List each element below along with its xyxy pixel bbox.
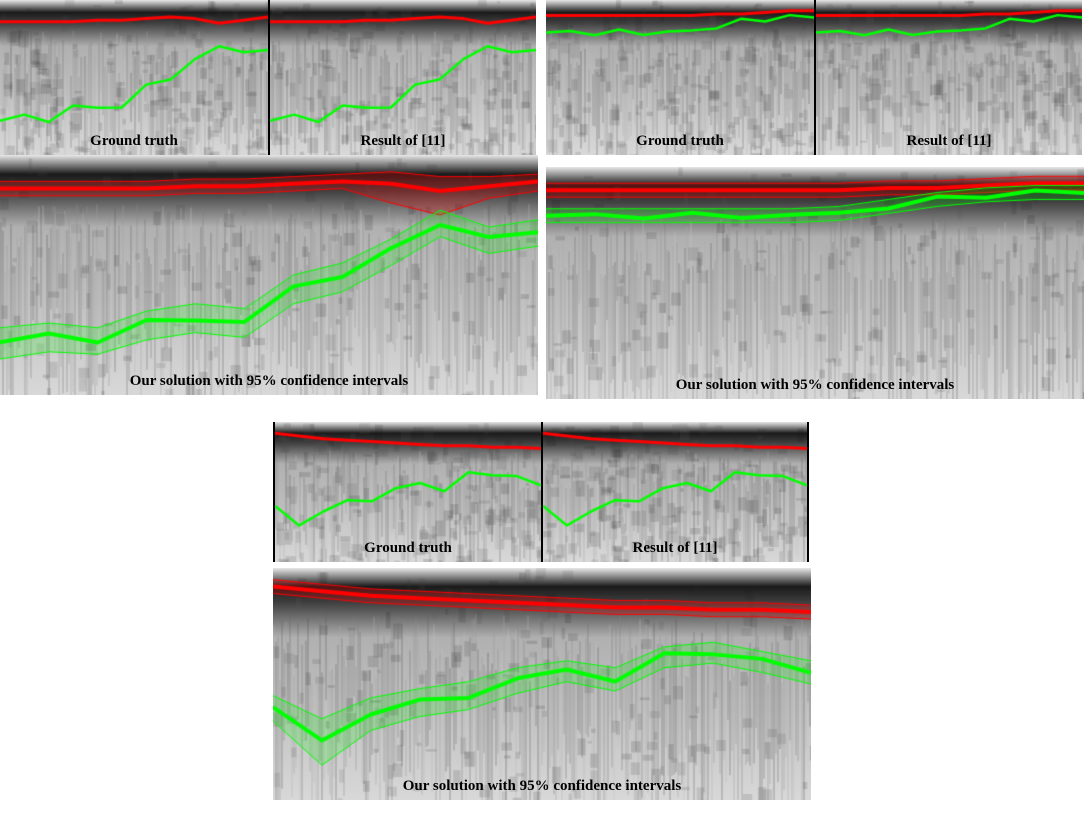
- label-ref-2: Result of [11]: [907, 133, 992, 150]
- echogram-gt-2: [546, 0, 814, 155]
- label-ours-2: Our solution with 95% confidence interva…: [676, 377, 954, 394]
- label-ref-3: Result of [11]: [633, 540, 718, 557]
- echogram-ref-1: [270, 0, 536, 155]
- panel-ours-1: Our solution with 95% confidence interva…: [0, 155, 538, 395]
- label-ref-1: Result of [11]: [361, 133, 446, 150]
- label-gt-3: Ground truth: [364, 540, 452, 557]
- echogram-ref-2: [816, 0, 1082, 155]
- echogram-ours-1: [0, 155, 538, 395]
- panel-ours-3: Our solution with 95% confidence interva…: [273, 568, 811, 800]
- echogram-ours-2: [546, 167, 1084, 399]
- label-ours-1: Our solution with 95% confidence interva…: [130, 373, 408, 390]
- figure-group-3: Ground truth Result of [11] Our solution…: [273, 422, 811, 800]
- panel-gt-2: Ground truth: [546, 0, 814, 155]
- echogram-gt-1: [0, 0, 268, 155]
- label-gt-1: Ground truth: [90, 133, 178, 150]
- panel-ref-3: Result of [11]: [541, 422, 809, 562]
- panel-ours-2: Our solution with 95% confidence interva…: [546, 167, 1084, 399]
- figure-group-2: Ground truth Result of [11] Our solution…: [546, 0, 1084, 399]
- echogram-ours-3: [273, 568, 811, 800]
- panel-gt-3: Ground truth: [273, 422, 541, 562]
- panel-ref-2: Result of [11]: [814, 0, 1082, 155]
- figure-group-1: Ground truth Result of [11] Our solution…: [0, 0, 538, 395]
- panel-ref-1: Result of [11]: [268, 0, 536, 155]
- label-ours-3: Our solution with 95% confidence interva…: [403, 778, 681, 795]
- panel-gt-1: Ground truth: [0, 0, 268, 155]
- label-gt-2: Ground truth: [636, 133, 724, 150]
